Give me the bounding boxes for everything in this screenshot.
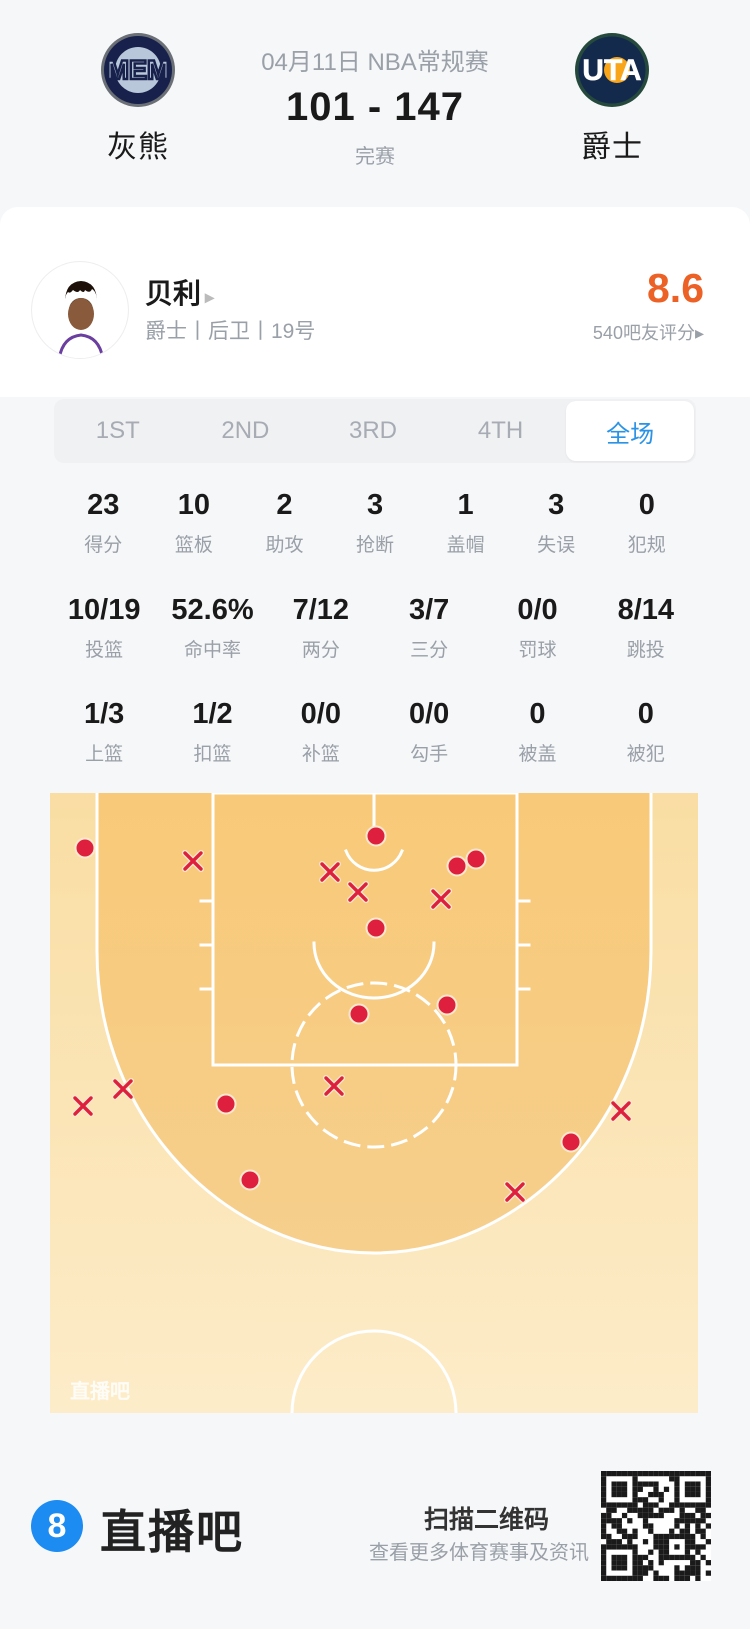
svg-text:直播吧: 直播吧: [70, 1379, 130, 1403]
svg-text:UTA: UTA: [582, 54, 641, 87]
